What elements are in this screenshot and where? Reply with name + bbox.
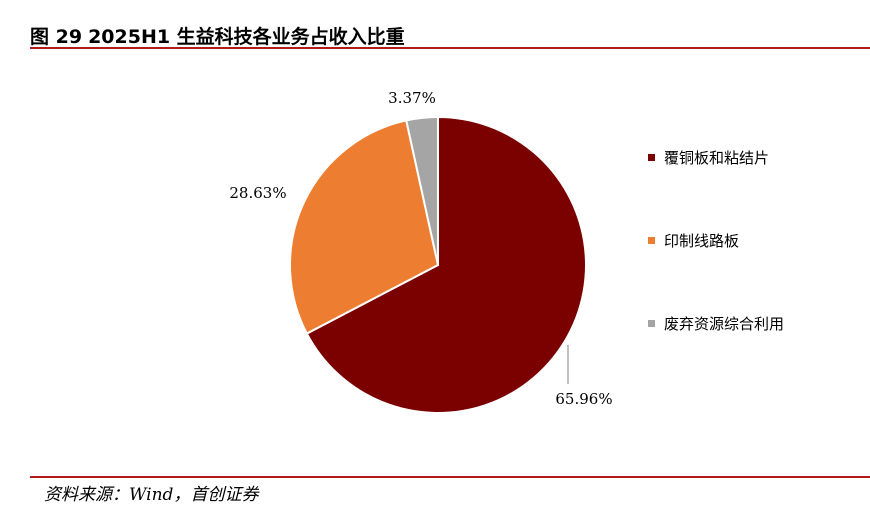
- legend-item-ccl: 覆铜板和粘结片: [648, 147, 769, 168]
- pie-slice-pcb: [289, 119, 440, 335]
- data-label-recycling: 3.37%: [388, 89, 436, 107]
- data-label-pcb: 28.63%: [229, 184, 286, 202]
- data-label-ccl: 65.96%: [555, 390, 612, 408]
- legend-swatch-pcb: [648, 237, 655, 244]
- figure-number: 图 29: [30, 26, 83, 48]
- pie-slice-recycling: [405, 115, 439, 266]
- legend-item-pcb: 印制线路板: [648, 230, 739, 251]
- footer-divider: [30, 476, 870, 478]
- title-divider: [30, 47, 870, 49]
- source-note: 资料来源：Wind，首创证券: [44, 485, 259, 505]
- legend-swatch-ccl: [648, 154, 655, 161]
- chart-title: 图 29 2025H1 生益科技各业务占收入比重: [30, 22, 405, 49]
- figure-title: 2025H1 生益科技各业务占收入比重: [88, 26, 405, 48]
- legend-swatch-recycling: [648, 320, 655, 327]
- legend-label-recycling: 废弃资源综合利用: [664, 315, 785, 333]
- pie-slice-ccl: [305, 115, 587, 414]
- legend-label-ccl: 覆铜板和粘结片: [664, 149, 770, 167]
- legend-item-recycling: 废弃资源综合利用: [648, 313, 784, 334]
- legend-label-pcb: 印制线路板: [664, 232, 740, 250]
